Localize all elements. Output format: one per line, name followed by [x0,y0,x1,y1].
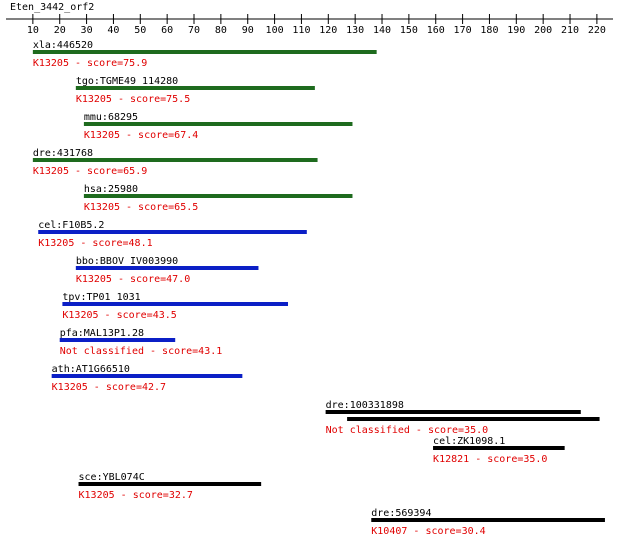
hit-name: mmu:68295 [84,112,138,123]
hit-label: K13205 - score=32.7 [79,490,193,501]
hit-label: K13205 - score=47.0 [76,274,190,285]
ruler-tick-label: 140 [373,25,391,36]
ruler-tick-label: 90 [242,25,254,36]
hit-label: K12821 - score=35.0 [433,454,547,465]
ruler-tick-label: 160 [427,25,445,36]
hit-label: K13205 - score=75.9 [33,58,147,69]
hit-name: xla:446520 [33,40,93,51]
hit-bar [38,230,307,234]
hit-name: dre:431768 [33,148,93,159]
ruler-tick-label: 130 [346,25,364,36]
hit-name: pfa:MAL13P1.28 [60,328,144,339]
hit-label: K13205 - score=65.5 [84,202,198,213]
ruler-tick-label: 30 [81,25,93,36]
hit-bar [371,518,605,522]
hit-name: hsa:25980 [84,184,138,195]
hit-label: K13205 - score=48.1 [38,238,152,249]
hit-label: K10407 - score=30.4 [371,526,485,537]
hit-name: ath:AT1G66510 [52,364,130,375]
ruler-tick-label: 200 [534,25,552,36]
hit-label: K13205 - score=42.7 [52,382,166,393]
hit-bar [32,50,377,54]
ruler-tick-label: 50 [134,25,146,36]
hit-bar [62,302,289,306]
hit-bar [433,446,565,450]
hit-bar [59,338,176,342]
hit-label: Not classified - score=43.1 [60,346,223,357]
hit-bar [325,410,581,414]
hit-bar [347,417,600,421]
ruler-tick-label: 80 [215,25,227,36]
hit-name: tpv:TP01_1031 [62,292,140,303]
ruler-tick-label: 40 [107,25,119,36]
ruler-tick-label: 10 [27,25,39,36]
hit-label: K13205 - score=65.9 [33,166,147,177]
hit-label: K13205 - score=75.5 [76,94,190,105]
ruler-tick-label: 60 [161,25,173,36]
ruler-tick-label: 190 [507,25,525,36]
ruler-tick-label: 210 [561,25,579,36]
ruler-tick-label: 150 [400,25,418,36]
hit-label: K13205 - score=67.4 [84,130,198,141]
hit-name: sce:YBL074C [79,472,145,483]
hit-name: cel:ZK1098.1 [433,436,505,447]
ruler-tick-label: 110 [292,25,310,36]
ruler-tick-label: 20 [54,25,66,36]
ruler-tick-label: 170 [454,25,472,36]
hit-label: K13205 - score=43.5 [62,310,176,321]
ruler-tick-label: 180 [480,25,498,36]
hit-label: Not classified - score=35.0 [326,425,489,436]
hit-name: tgo:TGME49_114280 [76,76,178,87]
hit-bar [83,194,353,198]
ruler-tick-label: 220 [588,25,606,36]
hit-bar [75,266,259,270]
title: Eten_3442_orf2 [10,2,94,13]
hit-bar [32,158,318,162]
hit-name: dre:100331898 [326,400,404,411]
hit-name: cel:F10B5.2 [38,220,104,231]
hit-bar [75,86,315,90]
hit-bar [51,374,243,378]
ruler-tick-label: 100 [266,25,284,36]
hit-name: bbo:BBOV_IV003990 [76,256,178,267]
ruler-tick-label: 70 [188,25,200,36]
hit-bar [83,122,353,126]
hit-name: dre:569394 [371,508,431,519]
hit-bar [78,482,262,486]
ruler-tick-label: 120 [319,25,337,36]
